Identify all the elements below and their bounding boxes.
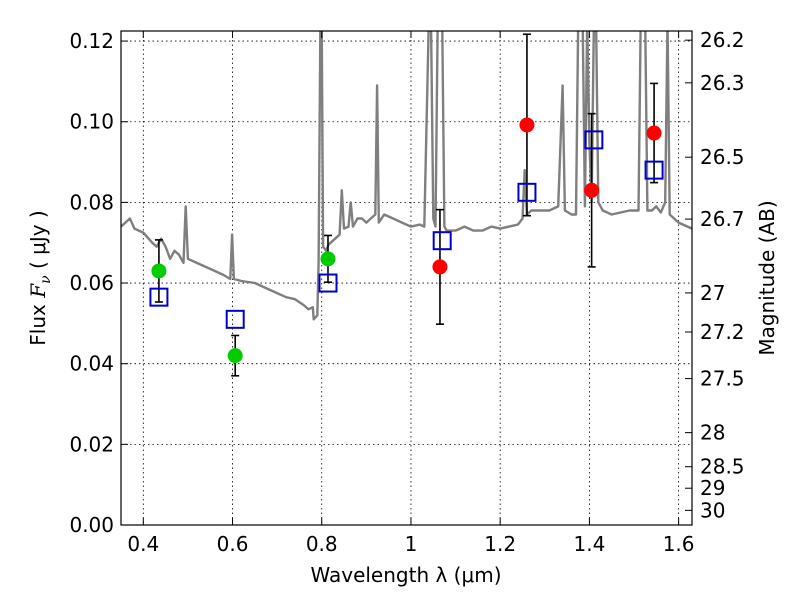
x-tick-label: 1.6 (663, 532, 695, 556)
y-tick-label: 0.12 (69, 29, 114, 53)
x-tick-label: 1.2 (484, 532, 516, 556)
spectrum-layer (121, 31, 692, 321)
y-tick-label: 0.02 (69, 432, 114, 456)
x-tick-label: 0.4 (127, 532, 159, 556)
y-axis-label-prefix: Flux (26, 298, 50, 346)
magnitude-tick-label: 26.7 (700, 207, 745, 231)
magnitude-tick-label: 26.2 (700, 28, 745, 52)
x-tick-label: 0.8 (306, 532, 338, 556)
x-tick-label: 0.6 (217, 532, 249, 556)
axis-ticks: 0.4 0.6 0.8 1 1.2 1.4 1.6 0.00 0.02 0.04 0.06 0.08 0… (69, 28, 744, 556)
magnitude-tick-label: 27.2 (700, 320, 745, 344)
magnitude-tick-label: 28.5 (700, 455, 745, 479)
model-spectrum-line (121, 31, 692, 321)
observed-green-point (320, 251, 336, 267)
magnitude-tick-label: 28 (700, 421, 725, 445)
observed-red-point (646, 125, 662, 141)
y-axis-label-symbol: F (26, 283, 50, 299)
observed-green-point (151, 263, 167, 279)
y-axis-label: Flux Fν ( μJy ) (26, 210, 54, 345)
model-photometry-point (432, 231, 452, 251)
observed-red-point (432, 259, 448, 275)
y2-axis-label: Magnitude (AB) (755, 200, 779, 355)
model-photometry-point (318, 273, 338, 293)
magnitude-tick-label: 27 (700, 281, 725, 305)
y-tick-label: 0.06 (69, 271, 114, 295)
magnitude-tick-label: 30 (700, 498, 725, 522)
model-photometry-point (225, 309, 245, 329)
magnitude-tick-label: 27.5 (700, 367, 745, 391)
model-photometry-point (584, 130, 604, 150)
y-axis-label-unit: ( μJy ) (26, 210, 50, 275)
model-photometry-point (517, 182, 537, 202)
magnitude-tick-label: 29 (700, 476, 725, 500)
plot-frame (120, 30, 693, 526)
grid-lines (121, 31, 692, 526)
x-axis-label: Wavelength λ (μm) (310, 563, 501, 587)
y-tick-label: 0.00 (69, 513, 114, 537)
x-tick-label: 1.4 (573, 532, 605, 556)
y-axis-label-subscript: ν (38, 275, 54, 284)
magnitude-tick-label: 26.5 (700, 145, 745, 169)
observed-red-point (584, 182, 600, 198)
x-tick-label: 1 (405, 532, 418, 556)
model-photometry-point (644, 160, 664, 180)
y-tick-label: 0.10 (69, 110, 114, 134)
y-tick-label: 0.04 (69, 352, 114, 376)
y-tick-label: 0.08 (69, 190, 114, 214)
observed-red-point (519, 117, 535, 133)
observed-green-point (227, 348, 243, 364)
magnitude-tick-label: 26.3 (700, 71, 745, 95)
model-photometry-point (149, 287, 169, 307)
data-markers (149, 117, 664, 364)
